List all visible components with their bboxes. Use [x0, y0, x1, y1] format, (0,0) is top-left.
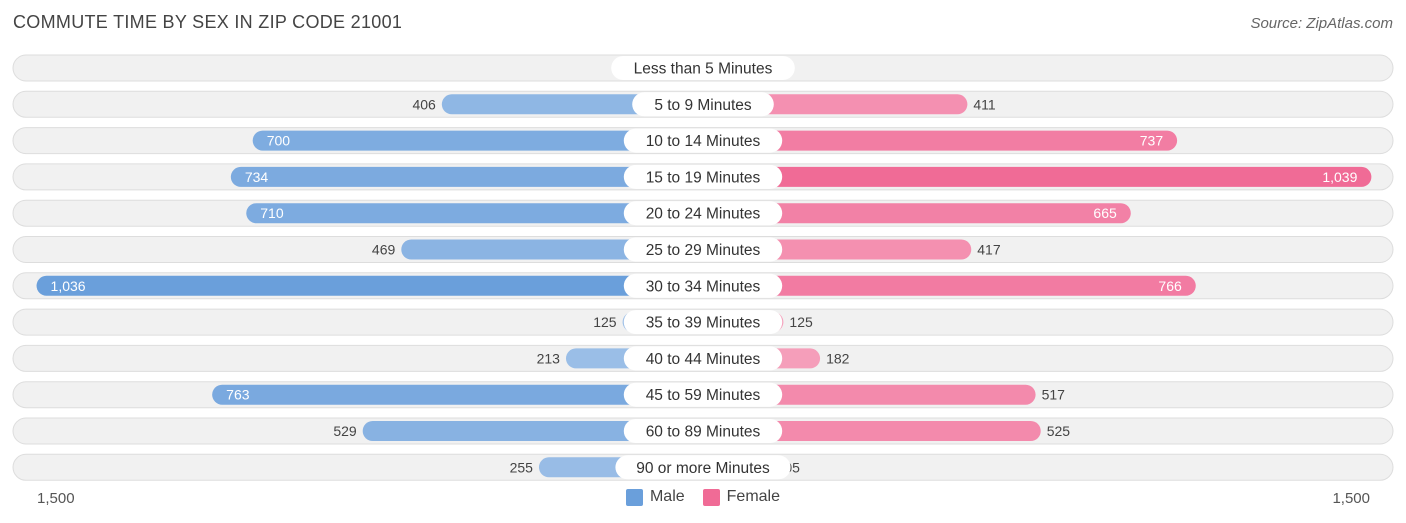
source-note: Source: ZipAtlas.com	[1250, 15, 1393, 32]
bar-male	[230, 166, 703, 187]
category-pill	[623, 310, 783, 335]
data-label-male: 734	[245, 169, 269, 185]
data-label-male: 529	[333, 423, 357, 439]
category-label: 35 to 39 Minutes	[646, 315, 761, 332]
bar-female	[703, 203, 1131, 224]
category-label: 30 to 34 Minutes	[646, 278, 761, 295]
category-label: 25 to 29 Minutes	[646, 242, 761, 259]
bar-female	[703, 421, 1041, 441]
bar-male	[362, 421, 703, 441]
bar-female	[703, 384, 1036, 405]
data-label-male: 255	[510, 459, 534, 475]
data-label-male: 469	[372, 242, 396, 258]
category-label: 60 to 89 Minutes	[646, 424, 761, 441]
category-label: Less than 5 Minutes	[634, 61, 773, 78]
data-label-female: 125	[789, 314, 813, 330]
bar-male	[246, 203, 703, 224]
bar-male	[212, 384, 703, 405]
data-label-female: 417	[977, 242, 1001, 258]
data-label-male: 710	[260, 205, 284, 221]
category-pill	[623, 346, 783, 371]
legend-item-female[interactable]: Female	[702, 488, 781, 506]
category-label: 90 or more Minutes	[636, 460, 770, 477]
bar-female	[703, 166, 1372, 187]
category-pill	[611, 56, 795, 80]
category-label: 5 to 9 Minutes	[654, 97, 752, 114]
data-label-female: 737	[1140, 133, 1164, 149]
data-label-male: 1,036	[51, 278, 86, 294]
legend-item-male[interactable]: Male	[625, 488, 685, 506]
axis-label-left: 1,500	[37, 490, 75, 507]
category-label: 20 to 24 Minutes	[646, 206, 761, 223]
legend-swatch-male	[625, 488, 643, 506]
data-label-female: 411	[973, 96, 996, 112]
bar-male	[252, 130, 703, 151]
data-label-female: 766	[1158, 278, 1182, 294]
data-label-male: 406	[412, 96, 436, 112]
data-label-male: 125	[593, 314, 617, 330]
data-label-female: 182	[826, 350, 850, 366]
category-pill	[623, 237, 783, 262]
category-pill	[623, 273, 783, 298]
legend-label-female: Female	[726, 488, 781, 505]
category-label: 15 to 19 Minutes	[646, 169, 761, 186]
category-pill	[632, 92, 774, 117]
bar-female	[703, 275, 1196, 296]
data-label-female: 525	[1047, 423, 1071, 439]
data-label-male: 700	[267, 133, 291, 149]
category-label: 40 to 44 Minutes	[646, 351, 761, 368]
chart-title: COMMUTE TIME BY SEX IN ZIP CODE 21001	[13, 12, 403, 32]
legend-swatch-female	[702, 488, 720, 506]
bar-male	[36, 275, 703, 296]
axis-label-right: 1,500	[1332, 490, 1370, 507]
data-label-female: 1,039	[1322, 169, 1357, 185]
category-pill	[623, 382, 783, 407]
category-pill	[623, 164, 783, 189]
category-label: 10 to 14 Minutes	[646, 133, 761, 150]
data-label-female: 665	[1093, 205, 1117, 221]
data-label-male: 213	[537, 350, 561, 366]
category-pill	[623, 201, 783, 226]
data-label-female: 517	[1042, 387, 1066, 403]
legend: Male Female	[0, 488, 1406, 506]
category-pill	[623, 128, 783, 153]
category-label: 45 to 59 Minutes	[646, 387, 761, 404]
data-label-male: 763	[226, 387, 250, 403]
category-pill	[623, 419, 783, 443]
legend-label-male: Male	[649, 488, 685, 505]
bar-female	[703, 130, 1178, 151]
category-pill	[615, 455, 791, 480]
